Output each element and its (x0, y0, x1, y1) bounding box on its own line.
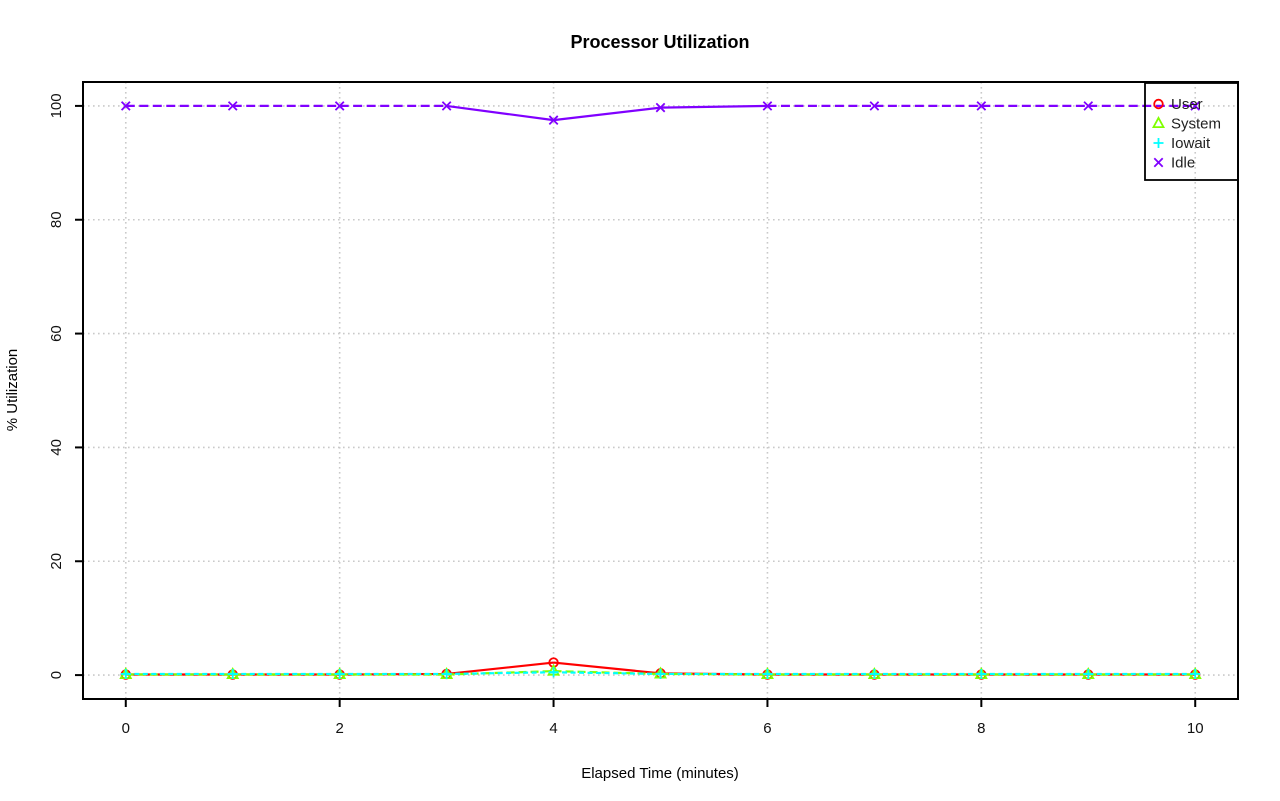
legend-label: Idle (1171, 155, 1195, 172)
legend-label: System (1171, 116, 1221, 133)
line-solid (446, 104, 768, 122)
marker-x (441, 101, 452, 111)
y-tick-label: 80 (48, 211, 65, 228)
y-axis-label: % Utilization (4, 349, 21, 432)
x-tick-label: 10 (1187, 720, 1204, 737)
marker-x (227, 101, 238, 111)
marker-plus (548, 667, 559, 678)
marker-x (655, 102, 666, 113)
y-tick-label: 40 (48, 439, 65, 456)
marker-triangle (1151, 116, 1166, 128)
chart-title: Processor Utilization (570, 32, 749, 52)
y-tick-label: 60 (48, 325, 65, 342)
marker-x (1153, 157, 1164, 168)
legend: User System Iowait Idle (1144, 82, 1239, 181)
x-tick-label: 8 (977, 720, 985, 737)
x-tick-label: 6 (763, 720, 771, 737)
line-dashed (125, 671, 1196, 676)
x-tick-label: 2 (335, 720, 343, 737)
marker-plus (1190, 668, 1201, 679)
marker-plus (1083, 668, 1094, 679)
x-tick-label: 0 (122, 720, 130, 737)
marker-x (1083, 101, 1094, 111)
marker-x (976, 101, 987, 111)
marker-x (1190, 101, 1201, 111)
y-tick-label: 0 (48, 671, 65, 679)
marker-plus (120, 668, 131, 679)
marker-plus (334, 668, 345, 679)
legend-box (1144, 82, 1239, 181)
plot-border (82, 81, 1239, 700)
y-axis: 0 20 40 60 80 100 (48, 93, 83, 679)
x-axis: 0 2 4 6 8 10 (122, 699, 1204, 737)
marker-plus (869, 668, 880, 679)
marker-x (548, 115, 559, 125)
marker-plus (1153, 138, 1164, 148)
marker-plus (441, 668, 452, 679)
legend-label: Iowait (1171, 135, 1211, 152)
legend-label: User (1171, 96, 1203, 113)
y-tick-label: 100 (48, 93, 65, 118)
y-tick-label: 20 (48, 553, 65, 570)
marker-x (120, 101, 131, 111)
series-iowait (120, 667, 1201, 679)
marker-x (762, 101, 773, 111)
series-idle (120, 101, 1201, 125)
series-lines (119, 101, 1202, 680)
marker-x (869, 101, 880, 111)
x-axis-label: Elapsed Time (minutes) (581, 765, 739, 782)
marker-x (334, 101, 345, 111)
marker-plus (976, 668, 987, 679)
marker-plus (227, 668, 238, 679)
x-tick-label: 4 (549, 720, 557, 737)
marker-plus (762, 668, 773, 679)
marker-circle (1153, 98, 1164, 110)
marker-plus (655, 668, 666, 679)
gridlines (83, 82, 1238, 699)
